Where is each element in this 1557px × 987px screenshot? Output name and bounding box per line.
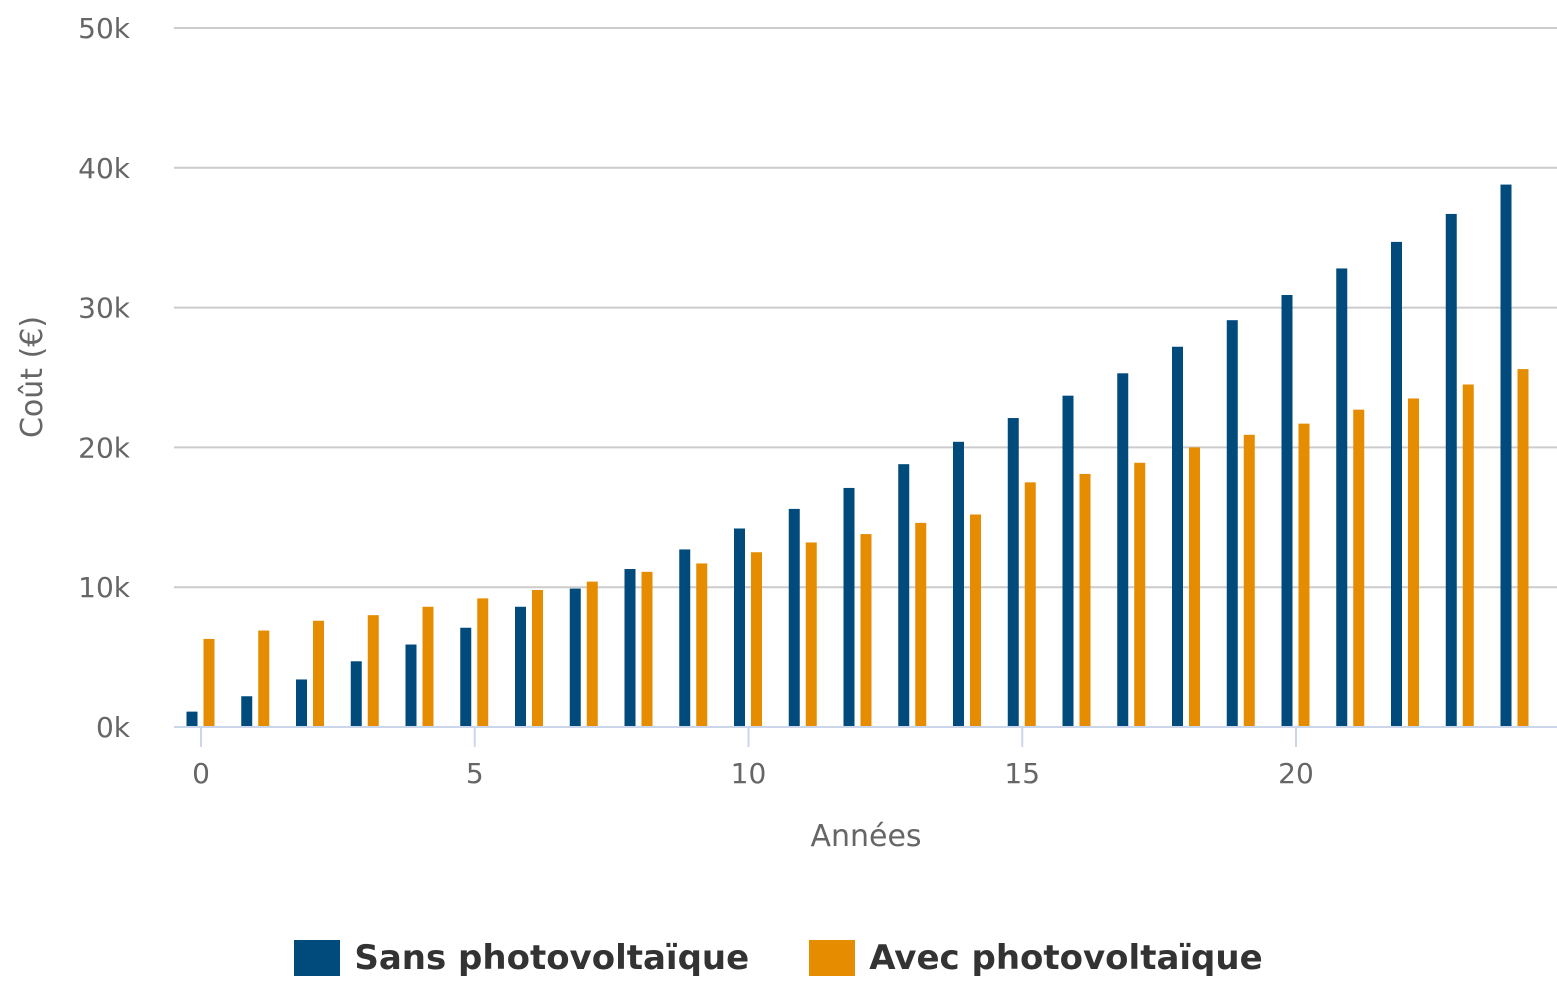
bar-series-1[interactable]: [679, 549, 691, 727]
x-axis-title: Années: [810, 819, 921, 854]
legend: Sans photovoltaïque Avec photovoltaïque: [0, 938, 1557, 978]
legend-swatch-series-2: [809, 940, 856, 976]
y-tick-label: 10k: [78, 571, 131, 604]
bar-chart: 0k 10k 20k 30k 40k 50k 0 5 10 15 20 Coût (€) Anné…: [15, 12, 1557, 854]
bar-series-2[interactable]: [1189, 447, 1200, 727]
legend-label-series-1: Sans photovoltaïque: [354, 938, 750, 978]
bar-series-2[interactable]: [477, 598, 489, 727]
bar-series-1[interactable]: [1172, 346, 1183, 727]
bar-series-1[interactable]: [350, 661, 362, 727]
bar-series-1[interactable]: [1500, 184, 1512, 728]
bar-series-1[interactable]: [1062, 395, 1074, 727]
bar-series-2[interactable]: [970, 514, 981, 727]
bar-series-2[interactable]: [258, 630, 270, 727]
bar-series-1[interactable]: [843, 487, 855, 727]
bar-series-2[interactable]: [1353, 409, 1365, 727]
y-tick-label: 30k: [78, 292, 131, 325]
bar-series-2[interactable]: [1517, 369, 1529, 727]
legend-swatch-series-1: [294, 940, 341, 976]
x-tick-label: 15: [1004, 757, 1040, 790]
bar-series-2[interactable]: [532, 589, 543, 727]
y-tick-label: 0k: [96, 711, 131, 744]
bar-series-1[interactable]: [241, 696, 253, 727]
legend-item-series-1[interactable]: Sans photovoltaïque: [294, 938, 749, 978]
gridlines: 0k 10k 20k 30k 40k 50k: [78, 12, 1557, 744]
bar-series-1[interactable]: [1445, 213, 1457, 727]
bar-series-1[interactable]: [1281, 295, 1293, 727]
bar-series-1[interactable]: [953, 441, 964, 727]
bar-series-2[interactable]: [1024, 482, 1036, 727]
bar-series-1[interactable]: [460, 627, 472, 727]
bar-series-1[interactable]: [1117, 373, 1129, 727]
bar-series-2[interactable]: [586, 581, 598, 727]
bar-series-2[interactable]: [313, 620, 324, 727]
y-tick-label: 40k: [78, 152, 131, 185]
bar-series-1[interactable]: [1336, 268, 1348, 727]
bar-series-1[interactable]: [1007, 418, 1019, 727]
bar-series-1[interactable]: [624, 569, 636, 727]
y-axis-title: Coût (€): [15, 316, 50, 438]
bar-series-1[interactable]: [788, 508, 800, 727]
bar-series-2[interactable]: [1243, 434, 1255, 727]
bar-series-2[interactable]: [915, 522, 927, 727]
bar-series-2[interactable]: [1298, 423, 1310, 727]
bar-series-1[interactable]: [569, 588, 581, 727]
bar-series-2[interactable]: [1079, 473, 1091, 727]
x-tick-label: 5: [466, 757, 484, 790]
bar-series-2[interactable]: [1408, 398, 1419, 727]
bar-series-2[interactable]: [641, 571, 653, 727]
bar-series-2[interactable]: [1134, 462, 1146, 727]
bar-series-2[interactable]: [203, 638, 215, 727]
y-tick-label: 20k: [78, 431, 131, 464]
bar-series-2[interactable]: [422, 606, 434, 727]
x-tick-label: 10: [731, 757, 767, 790]
bar-series-1[interactable]: [296, 679, 307, 727]
bar-series-2[interactable]: [367, 615, 379, 727]
x-tick-label: 0: [192, 757, 210, 790]
bar-series-2[interactable]: [696, 563, 708, 727]
axes: 0 5 10 15 20: [174, 726, 1557, 790]
y-tick-label: 50k: [78, 12, 131, 45]
bar-series-2[interactable]: [805, 542, 817, 727]
bar-series-1[interactable]: [898, 464, 910, 727]
bar-series-1[interactable]: [1226, 320, 1238, 727]
legend-item-series-2[interactable]: Avec photovoltaïque: [809, 938, 1263, 978]
bar-series-1[interactable]: [734, 528, 745, 727]
legend-label-series-2: Avec photovoltaïque: [869, 938, 1263, 978]
bar-series-2[interactable]: [1462, 384, 1474, 727]
x-tick-label: 20: [1278, 757, 1314, 790]
bars: [186, 184, 1529, 728]
bar-series-1[interactable]: [515, 606, 526, 727]
bar-series-1[interactable]: [405, 644, 417, 727]
bar-series-1[interactable]: [1391, 241, 1402, 728]
bar-series-2[interactable]: [860, 534, 872, 727]
bar-series-2[interactable]: [751, 552, 762, 727]
bar-series-1[interactable]: [186, 711, 198, 727]
